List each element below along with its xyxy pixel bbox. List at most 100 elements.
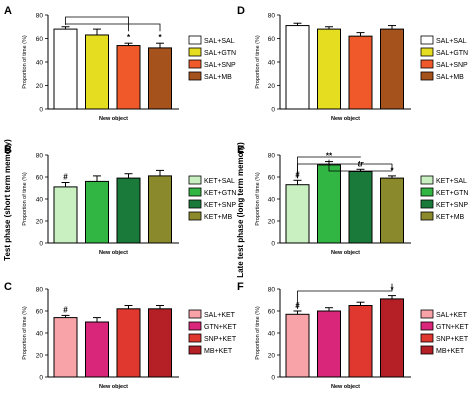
- x-axis-title: New object: [331, 384, 360, 390]
- legend-label: KET+MB: [204, 214, 233, 221]
- legend-swatch: [188, 59, 202, 69]
- legend-label: KET+GTN: [436, 190, 468, 197]
- bar: [380, 298, 404, 378]
- bar: [53, 186, 78, 244]
- panel-f: F 0 20 40 60 80 Proportion of time (%) New obje…: [237, 281, 469, 390]
- y-tick-label: 40: [36, 330, 44, 337]
- panel-letter: E: [237, 144, 244, 156]
- significance-mark: **: [326, 152, 333, 161]
- bar: [53, 317, 78, 378]
- legend-label: SNP+KET: [436, 336, 469, 343]
- bar: [317, 164, 341, 244]
- bar: [148, 175, 172, 244]
- bar: [116, 45, 141, 110]
- bar: [285, 184, 310, 244]
- legend-label: KET+MB: [436, 214, 465, 221]
- legend-label: KET+SNP: [436, 202, 468, 209]
- legend-swatch: [188, 35, 202, 45]
- legend-label: SAL+MB: [204, 74, 232, 81]
- legend-label: SNP+KET: [204, 336, 237, 343]
- bar: [317, 310, 341, 378]
- legend-swatch: [188, 333, 202, 343]
- significance-mark: #: [63, 305, 68, 314]
- y-axis-title: Proportion of time (%): [22, 35, 28, 89]
- legend-label: SAL+SNP: [436, 62, 468, 69]
- legend-swatch: [188, 71, 202, 81]
- y-tick-label: 60: [36, 36, 44, 43]
- panel-d: D 0 20 40 60 80 Proportion of time (%) New obje…: [237, 5, 468, 122]
- x-axis-title: New object: [331, 250, 360, 256]
- y-tick-label: 20: [268, 83, 276, 90]
- panel-letter: A: [4, 5, 12, 17]
- panel-c: C 0 20 40 60 80 Proportion of time (%) New obje…: [4, 281, 237, 390]
- panel-b: B 0 20 40 60 80 Proportion of time (%) New obje…: [4, 144, 236, 256]
- legend-label: SAL+SAL: [204, 38, 235, 45]
- legend-swatch: [188, 47, 202, 57]
- panel-letter: B: [4, 144, 12, 156]
- legend-label: KET+SNP: [204, 202, 236, 209]
- legend-label: SAL+SNP: [204, 62, 236, 69]
- legend-label: MB+KET: [204, 348, 233, 355]
- y-axis-title: Proportion of time (%): [22, 172, 28, 226]
- legend-label: SAL+KET: [436, 312, 468, 319]
- y-tick-label: 0: [39, 106, 43, 113]
- y-axis-title: Proportion of time (%): [255, 172, 261, 226]
- bar: [285, 313, 310, 378]
- x-axis-title: New object: [99, 384, 128, 390]
- bar: [348, 305, 373, 378]
- legend-swatch: [188, 211, 202, 221]
- legend-label: KET+SAL: [204, 178, 235, 185]
- legend-swatch: [420, 345, 434, 355]
- legend-swatch: [188, 309, 202, 319]
- legend-swatch: [188, 175, 202, 185]
- y-tick-label: 20: [268, 218, 276, 225]
- y-tick-label: 60: [268, 36, 276, 43]
- x-axis-title: New object: [99, 116, 128, 122]
- y-tick-label: 40: [36, 59, 44, 66]
- y-axis-title: Proportion of time (%): [255, 306, 261, 360]
- bar: [285, 25, 310, 110]
- y-tick-label: 60: [36, 174, 44, 181]
- bar: [317, 28, 341, 110]
- left-side-label: Test phase (short term memory): [3, 139, 12, 261]
- y-tick-label: 80: [36, 152, 44, 159]
- bar: [380, 177, 404, 244]
- y-tick-label: 0: [271, 374, 275, 381]
- legend-swatch: [420, 187, 434, 197]
- y-axis-title: Proportion of time (%): [22, 306, 28, 360]
- bar: [348, 171, 373, 244]
- y-tick-label: 40: [268, 330, 276, 337]
- y-tick-label: 20: [36, 352, 44, 359]
- legend-label: MB+KET: [436, 348, 465, 355]
- y-tick-label: 0: [271, 240, 275, 247]
- legend-label: SAL+MB: [436, 74, 464, 81]
- legend-label: GTN+KET: [436, 324, 469, 331]
- panel-e: E 0 20 40 60 80 Proportion of time (%) New obje…: [237, 144, 468, 256]
- y-tick-label: 60: [268, 308, 276, 315]
- bar: [53, 28, 78, 110]
- legend-label: SAL+SAL: [436, 38, 467, 45]
- right-side-label: Late test phase (long term memory): [236, 142, 245, 278]
- x-axis-title: New object: [99, 250, 128, 256]
- y-tick-label: 60: [36, 308, 44, 315]
- bar: [348, 35, 373, 110]
- legend-swatch: [420, 309, 434, 319]
- y-tick-label: 0: [271, 106, 275, 113]
- significance-mark: *: [127, 33, 131, 42]
- legend-swatch: [420, 175, 434, 185]
- legend-label: SAL+GTN: [436, 50, 468, 57]
- legend-swatch: [420, 47, 434, 57]
- bar: [85, 34, 109, 110]
- comparison-bracket: [297, 283, 393, 309]
- legend-swatch: [188, 187, 202, 197]
- legend-swatch: [420, 211, 434, 221]
- x-axis-title: New object: [331, 116, 360, 122]
- panel-letter: C: [4, 281, 12, 293]
- legend-label: KET+SAL: [436, 178, 467, 185]
- comparison-bracket: [65, 23, 161, 32]
- y-tick-label: 80: [36, 12, 44, 19]
- y-tick-label: 80: [268, 286, 276, 293]
- y-tick-label: 80: [268, 12, 276, 19]
- y-tick-label: 60: [268, 174, 276, 181]
- significance-mark: *: [158, 33, 162, 42]
